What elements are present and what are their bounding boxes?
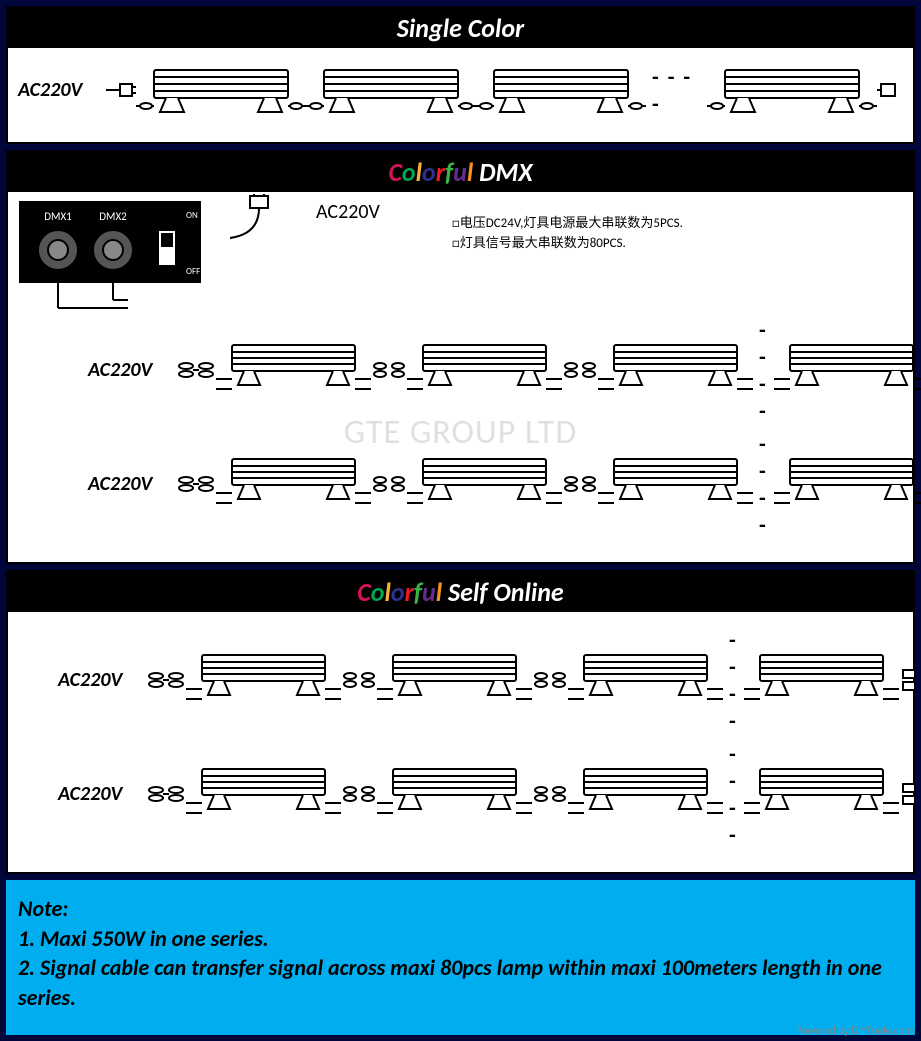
lamp-dual-icon [568, 763, 723, 825]
connector-icon [562, 474, 598, 494]
self-row-1: AC220V - - - - [58, 626, 903, 734]
lamp-dual-icon [568, 649, 723, 711]
plug-voltage-label: AC220V [316, 200, 380, 224]
end-plug-icon [899, 782, 921, 806]
ellipsis: - - - - [729, 740, 738, 848]
note-heading: Note: [18, 894, 903, 924]
voltage-label: AC220V [58, 668, 140, 692]
chinese-notes: □电压DC24V,灯具电源最大串联数为5PCS. □灯具信号最大串联数为80PC… [452, 214, 683, 253]
connector-icon [176, 360, 216, 380]
self-row-2: AC220V - - - - [58, 740, 903, 848]
lamp-dual-icon [407, 453, 562, 515]
colorful-word: Colorful [357, 576, 442, 608]
lamp-dual-icon [774, 453, 921, 515]
connector-icon [146, 784, 186, 804]
connector-icon [562, 360, 598, 380]
panel-colorful-dmx: Colorful DMX DMX1 DMX2 ON [6, 150, 915, 564]
lamp-dual-icon [598, 339, 753, 401]
lamp-icon [707, 62, 877, 118]
panel-dmx-title: Colorful DMX [8, 152, 913, 192]
panel-single-title: Single Color [8, 8, 913, 48]
title-rest: DMX [473, 156, 532, 188]
lamp-icon [306, 62, 476, 118]
single-row: AC220V - - - - [18, 62, 903, 118]
voltage-label: AC220V [58, 782, 140, 806]
dmx-controller-icon: DMX1 DMX2 ON OFF [18, 200, 218, 310]
voltage-label: AC220V [88, 358, 170, 382]
dmx-row-1: AC220V - - - - [88, 316, 903, 424]
lamp-icon [136, 62, 306, 118]
lamp-dual-icon [186, 763, 341, 825]
ellipsis: - - - - [759, 430, 768, 538]
plug-icon [106, 80, 136, 100]
power-plug-icon [230, 194, 300, 254]
voltage-label: AC220V [18, 78, 100, 102]
ellipsis: - - - - [652, 63, 701, 117]
connector-icon [371, 360, 407, 380]
end-plug-icon [899, 668, 921, 692]
dmx2-label: DMX2 [99, 210, 127, 223]
panel-colorful-self: Colorful Self Online AC220V - - - - AC22… [6, 570, 915, 874]
dmx1-label: DMX1 [44, 210, 72, 223]
panel-dmx-body: DMX1 DMX2 ON OFF AC220V □电压DC24V,灯具电源最大 [8, 192, 913, 562]
colorful-word: Colorful [388, 156, 473, 188]
on-label: ON [186, 210, 198, 221]
lamp-dual-icon [744, 763, 899, 825]
lamp-dual-icon [407, 339, 562, 401]
connector-icon [532, 784, 568, 804]
panel-self-title: Colorful Self Online [8, 572, 913, 612]
panel-single-color: Single Color AC220V - - - - [6, 6, 915, 144]
lamp-dual-icon [377, 649, 532, 711]
off-label: OFF [186, 266, 200, 277]
footer-credit: Powered by DIYTrade.com [796, 1024, 913, 1039]
lamp-icon [476, 62, 646, 118]
panel-self-body: AC220V - - - - AC220V - - - - [8, 612, 913, 872]
dmx-row-2: AC220V - - - - [88, 430, 903, 538]
lamp-dual-icon [216, 453, 371, 515]
ellipsis: - - - - [759, 316, 768, 424]
end-plug-icon [877, 80, 903, 100]
chinese-line-1: □电压DC24V,灯具电源最大串联数为5PCS. [452, 214, 683, 234]
dmx-top-row: DMX1 DMX2 ON OFF AC220V □电压DC24V,灯具电源最大 [18, 200, 903, 310]
connector-icon [532, 670, 568, 690]
chinese-line-2: □灯具信号最大串联数为80PCS. [452, 234, 683, 254]
connector-icon [371, 474, 407, 494]
lamp-dual-icon [744, 649, 899, 711]
note-panel: Note: 1. Maxi 550W in one series. 2. Sig… [6, 880, 915, 1035]
lamp-dual-icon [598, 453, 753, 515]
page-root: Single Color AC220V - - - - Colorful DMX [0, 0, 921, 1041]
lamp-dual-icon [216, 339, 371, 401]
connector-icon [176, 474, 216, 494]
note-line-1: 1. Maxi 550W in one series. [18, 924, 903, 954]
lamp-dual-icon [774, 339, 921, 401]
panel-single-body: AC220V - - - - [8, 48, 913, 142]
connector-icon [146, 670, 186, 690]
ellipsis: - - - - [729, 626, 738, 734]
connector-icon [341, 784, 377, 804]
title-rest: Self Online [442, 576, 564, 608]
lamp-dual-icon [186, 649, 341, 711]
note-line-2: 2. Signal cable can transfer signal acro… [18, 953, 903, 1012]
connector-icon [341, 670, 377, 690]
lamp-dual-icon [377, 763, 532, 825]
voltage-label: AC220V [88, 472, 170, 496]
